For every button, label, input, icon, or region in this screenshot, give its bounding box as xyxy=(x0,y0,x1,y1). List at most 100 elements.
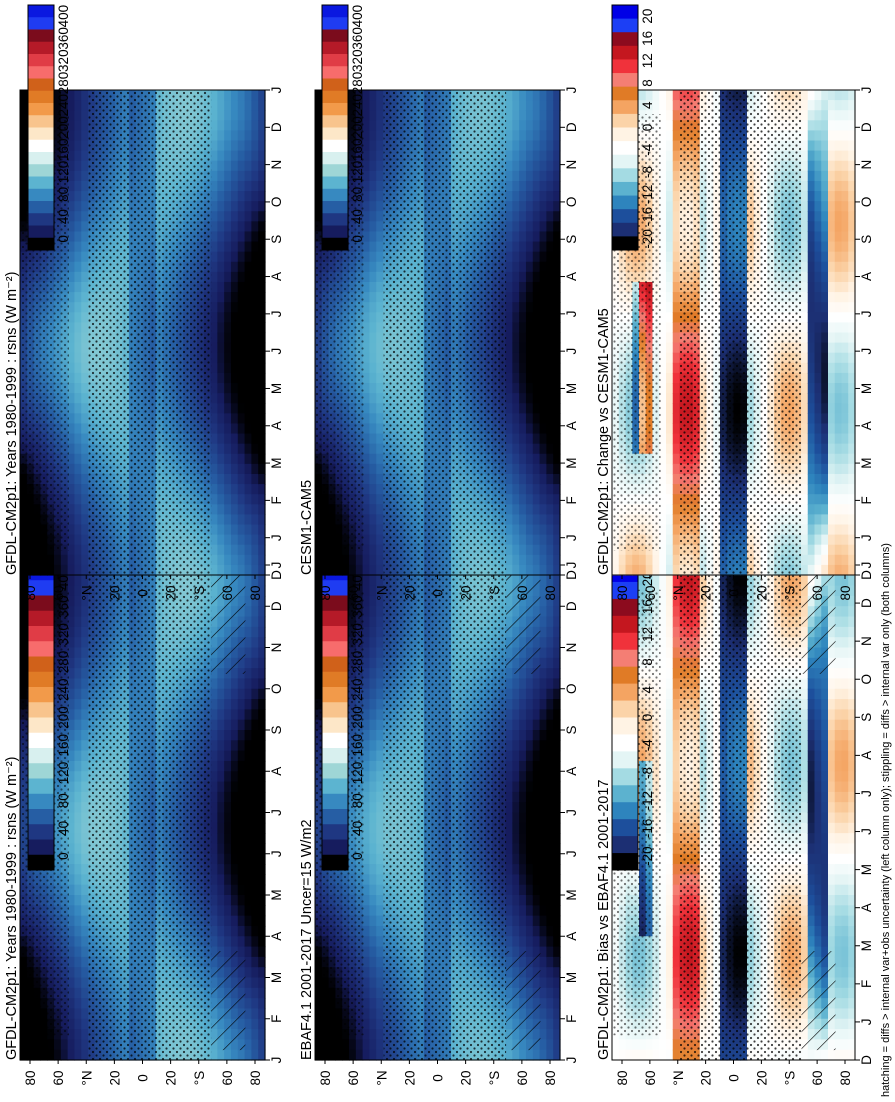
heatmap-cell xyxy=(519,905,527,917)
heatmap-cell xyxy=(666,864,674,875)
heatmap-cell xyxy=(81,812,89,824)
heatmap-cell xyxy=(210,730,218,741)
heatmap-cell xyxy=(376,781,384,793)
heatmap-cell xyxy=(217,833,225,845)
heatmap-cell xyxy=(546,936,554,948)
heatmap-cell xyxy=(251,1018,259,1030)
heatmap-cell xyxy=(505,925,513,937)
heatmap-cell xyxy=(553,884,561,896)
heatmap-cell xyxy=(251,812,259,824)
heatmap-cell xyxy=(369,740,377,752)
heatmap-cell xyxy=(659,709,667,721)
month-tick-label: M xyxy=(269,889,284,900)
heatmap-cell xyxy=(519,730,527,741)
heatmap-cell xyxy=(369,895,377,906)
heatmap-cell xyxy=(217,884,225,896)
heatmap-cell xyxy=(362,833,371,845)
heatmap-cell xyxy=(801,822,809,834)
heatmap-cell xyxy=(525,915,534,927)
heatmap-cell xyxy=(224,915,232,927)
heatmap-cell xyxy=(210,884,218,896)
heatmap-cell xyxy=(666,688,674,700)
heatmap-cell xyxy=(362,977,371,989)
heatmap-cell xyxy=(67,956,76,968)
heatmap-cell xyxy=(532,740,541,752)
heatmap-cell xyxy=(237,853,246,865)
heatmap-cell xyxy=(258,750,266,762)
heatmap-cell xyxy=(74,822,82,834)
colorbar-swatch xyxy=(28,702,54,718)
heatmap-cell xyxy=(512,915,520,927)
heatmap-cell xyxy=(224,936,232,948)
heatmap-cell xyxy=(666,956,674,968)
heatmap-cell xyxy=(355,1049,364,1061)
heatmap-cell xyxy=(539,802,547,814)
lat-tick-label: 60 xyxy=(51,1070,66,1085)
heatmap-cell xyxy=(224,812,232,824)
heatmap-cell xyxy=(525,925,534,937)
heatmap-cell xyxy=(369,936,377,948)
heatmap-cell xyxy=(230,740,239,752)
heatmap-cell xyxy=(512,833,520,845)
hatching-overlay xyxy=(506,951,541,1051)
heatmap-cell xyxy=(666,637,674,649)
heatmap-cell xyxy=(258,678,266,690)
heatmap-cell xyxy=(251,657,259,669)
heatmap-cell xyxy=(362,936,371,948)
heatmap-cell xyxy=(512,730,520,741)
heatmap-cell xyxy=(67,998,76,1010)
heatmap-cell xyxy=(369,595,377,607)
heatmap-cell xyxy=(244,750,252,762)
heatmap-cell xyxy=(659,905,667,917)
heatmap-cell xyxy=(505,740,513,752)
heatmap-cell xyxy=(553,606,561,618)
heatmap-cell xyxy=(244,998,252,1010)
heatmap-cell xyxy=(210,678,218,690)
heatmap-cell xyxy=(801,730,809,741)
heatmap-cell xyxy=(659,595,667,607)
heatmap-cell xyxy=(251,905,259,917)
colorbar-swatch xyxy=(28,793,54,810)
heatmap-cell xyxy=(539,791,547,803)
panel-title: EBAF4.1 2001-2017 Uncer=15 W/m2 xyxy=(299,819,315,1060)
heatmap-cell xyxy=(672,967,681,979)
heatmap-cell xyxy=(539,977,547,989)
heatmap-cell xyxy=(376,678,384,690)
heatmap-cell xyxy=(369,915,377,927)
heatmap-cell xyxy=(512,864,520,875)
heatmap-cell xyxy=(67,750,76,762)
stippling-overlay xyxy=(383,565,507,1060)
heatmap-cell xyxy=(553,936,561,948)
heatmap-cell xyxy=(369,1008,377,1020)
heatmap-cell xyxy=(376,657,384,669)
lat-tick-label: °S xyxy=(192,1071,207,1085)
heatmap-cell xyxy=(369,967,377,979)
heatmap-cell xyxy=(519,688,527,700)
heatmap-cell xyxy=(230,1049,239,1061)
colorbar-label: 80 xyxy=(350,793,365,808)
heatmap-cell xyxy=(666,833,674,845)
heatmap-cell xyxy=(519,895,527,906)
heatmap-cell xyxy=(652,1049,660,1061)
heatmap-cell xyxy=(672,987,681,999)
month-tick-label: A xyxy=(564,767,579,776)
heatmap-cell xyxy=(519,812,527,824)
heatmap-cell xyxy=(376,647,384,659)
heatmap-cell xyxy=(666,657,674,669)
heatmap-cell xyxy=(335,1039,343,1051)
heatmap-cell xyxy=(217,812,225,824)
heatmap-cell xyxy=(672,915,681,927)
heatmap-cell xyxy=(237,719,246,731)
heatmap-cell xyxy=(553,946,561,958)
heatmap-cell xyxy=(74,719,82,731)
heatmap-cell xyxy=(659,1008,667,1020)
heatmap-cell xyxy=(519,1049,527,1061)
heatmap-cell xyxy=(81,977,89,989)
heatmap-cell xyxy=(237,843,246,855)
heatmap-cell xyxy=(376,699,384,710)
heatmap-cell xyxy=(230,730,239,741)
heatmap-cell xyxy=(230,925,239,937)
heatmap-cell xyxy=(67,699,76,710)
heatmap-cell xyxy=(666,699,674,710)
heatmap-cell xyxy=(539,895,547,906)
